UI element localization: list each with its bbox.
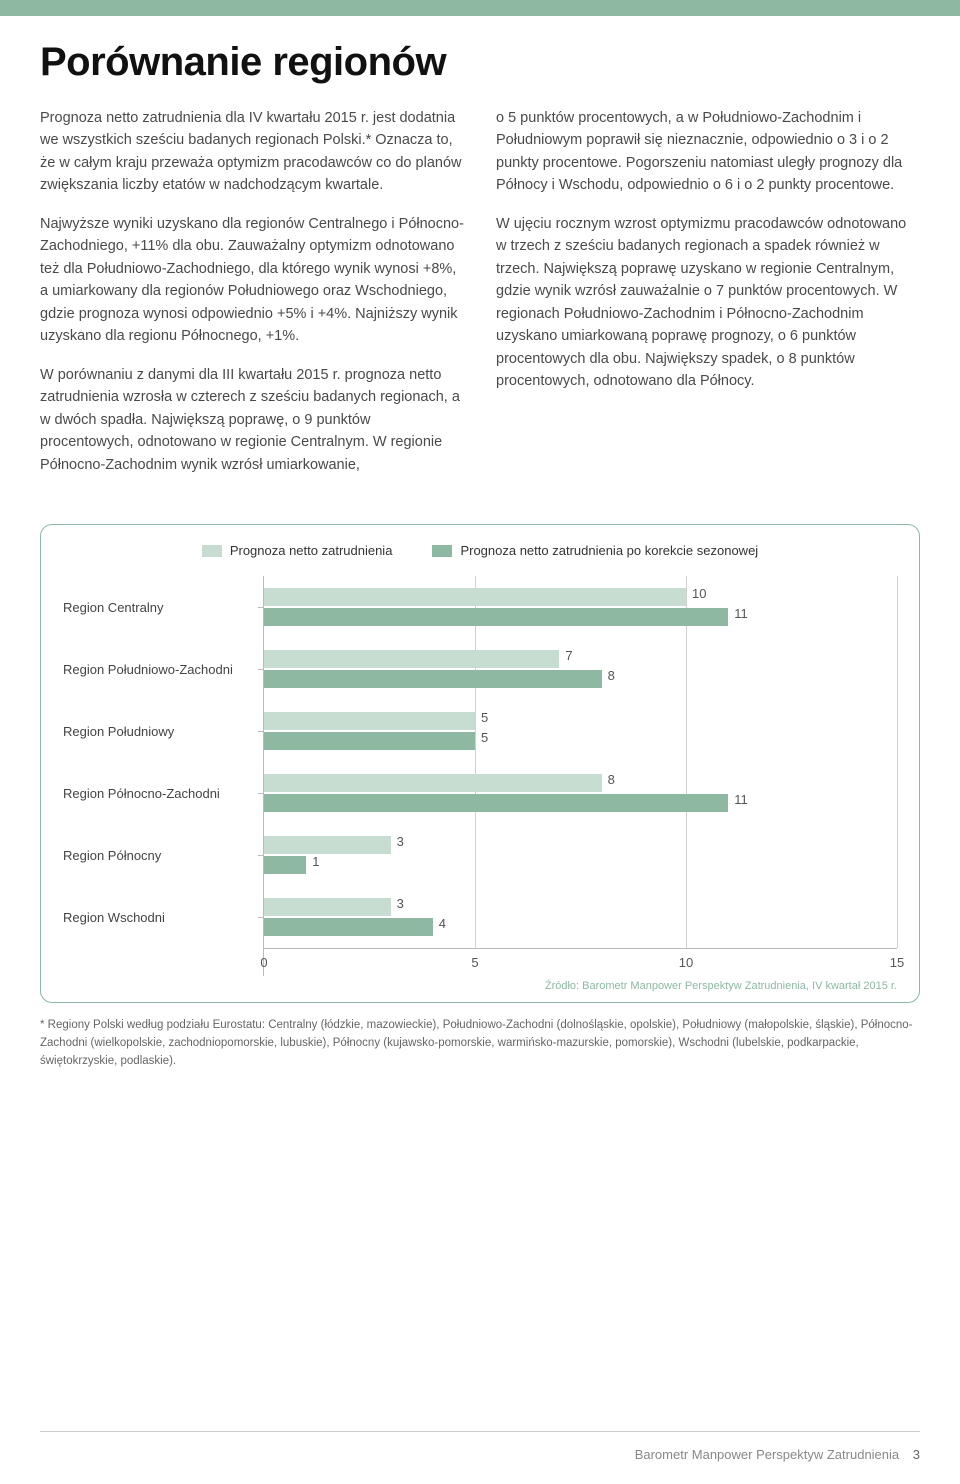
bar: 4 — [264, 918, 433, 936]
bar-row: 10 11 — [264, 576, 897, 638]
category-label: Region Północno-Zachodni — [63, 762, 263, 824]
bar-row: 34 — [264, 886, 897, 948]
bar-value-label: 3 — [397, 834, 404, 849]
category-label: Region Centralny — [63, 576, 263, 638]
y-axis-labels: Region CentralnyRegion Południowo-Zachod… — [63, 576, 263, 976]
chart-card: Prognoza netto zatrudnienia Prognoza net… — [40, 524, 920, 1003]
bars-container: 101178558113134 — [264, 576, 897, 948]
footnote: * Regiony Polski według podziału Eurosta… — [40, 1017, 920, 1070]
bar: 8 — [264, 670, 602, 688]
bar: 8 — [264, 774, 602, 792]
bar: 5 — [264, 712, 475, 730]
chart-legend: Prognoza netto zatrudnienia Prognoza net… — [63, 543, 897, 558]
bar-value-label: 5 — [481, 710, 488, 725]
bar-row: 31 — [264, 824, 897, 886]
x-axis: 051015 — [264, 948, 897, 976]
legend-swatch — [432, 545, 452, 557]
page-number: 3 — [913, 1447, 920, 1462]
bar: 10 — [264, 588, 686, 606]
bar: 11 — [264, 794, 728, 812]
paragraph: Prognoza netto zatrudnienia dla IV kwart… — [40, 107, 464, 197]
right-column: o 5 punktów procentowych, a w Południowo… — [496, 107, 920, 492]
bar-row: 8 11 — [264, 762, 897, 824]
legend-swatch — [202, 545, 222, 557]
bar-value-label: 8 — [608, 772, 615, 787]
left-column: Prognoza netto zatrudnienia dla IV kwart… — [40, 107, 464, 492]
x-tick-label: 15 — [890, 955, 904, 970]
bar-value-label: 1 — [312, 854, 319, 869]
category-label: Region Północny — [63, 824, 263, 886]
footer-rule — [40, 1431, 920, 1432]
bar: 3 — [264, 836, 391, 854]
category-label: Region Południowo-Zachodni — [63, 638, 263, 700]
paragraph: Najwyższe wyniki uzyskano dla regionów C… — [40, 213, 464, 348]
bar: 1 — [264, 856, 306, 874]
footer-text: Barometr Manpower Perspektyw Zatrudnieni… — [635, 1447, 899, 1462]
bar-value-label: 8 — [608, 668, 615, 683]
paragraph: W ujęciu rocznym wzrost optymizmu pracod… — [496, 213, 920, 393]
bar-value-label: 5 — [481, 730, 488, 745]
paragraph: o 5 punktów procentowych, a w Południowo… — [496, 107, 920, 197]
chart-body: Region CentralnyRegion Południowo-Zachod… — [63, 576, 897, 976]
plot-area: 101178558113134 051015 — [263, 576, 897, 976]
legend-item: Prognoza netto zatrudnienia po korekcie … — [432, 543, 758, 558]
text-columns: Prognoza netto zatrudnienia dla IV kwart… — [40, 107, 920, 492]
bar: 3 — [264, 898, 391, 916]
x-tick-label: 5 — [471, 955, 478, 970]
legend-item: Prognoza netto zatrudnienia — [202, 543, 393, 558]
bar-value-label: 10 — [692, 586, 706, 601]
legend-label: Prognoza netto zatrudnienia — [230, 543, 393, 558]
main-content: Porównanie regionów Prognoza netto zatru… — [0, 16, 960, 492]
bar-value-label: 11 — [734, 606, 748, 621]
category-label: Region Wschodni — [63, 886, 263, 948]
page-title: Porównanie regionów — [40, 40, 920, 85]
bar-value-label: 3 — [397, 896, 404, 911]
bar-row: 55 — [264, 700, 897, 762]
x-tick-label: 10 — [679, 955, 693, 970]
paragraph: W porównaniu z danymi dla III kwartału 2… — [40, 364, 464, 476]
x-tick-label: 0 — [260, 955, 267, 970]
category-label: Region Południowy — [63, 700, 263, 762]
legend-label: Prognoza netto zatrudnienia po korekcie … — [460, 543, 758, 558]
bar: 7 — [264, 650, 559, 668]
page-footer: Barometr Manpower Perspektyw Zatrudnieni… — [635, 1447, 920, 1462]
bar-row: 78 — [264, 638, 897, 700]
chart-source: Źródło: Barometr Manpower Perspektyw Zat… — [63, 980, 897, 992]
gridline — [897, 576, 898, 948]
bar-value-label: 4 — [439, 916, 446, 931]
top-accent-bar — [0, 0, 960, 16]
bar: 11 — [264, 608, 728, 626]
bar-value-label: 7 — [565, 648, 572, 663]
bar-value-label: 11 — [734, 792, 748, 807]
bar: 5 — [264, 732, 475, 750]
